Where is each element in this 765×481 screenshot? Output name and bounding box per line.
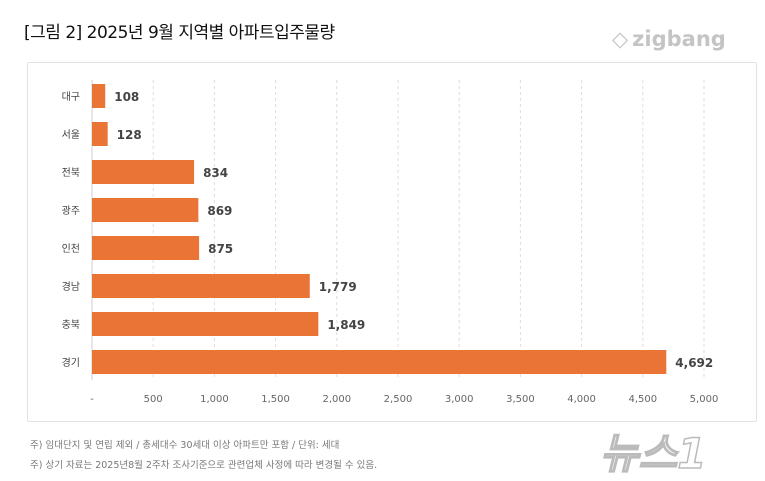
zigbang-logo: ◇ zigbang [612, 27, 726, 51]
category-label: 경기 [62, 356, 80, 369]
category-label: 서울 [62, 129, 80, 141]
category-label: 충북 [62, 319, 80, 331]
chart-frame [27, 62, 757, 422]
data-label: 4,692 [675, 356, 713, 370]
data-label: 108 [114, 90, 139, 104]
x-tick-label: - [90, 394, 94, 405]
x-tick-label: 4,500 [628, 394, 657, 405]
chart-title: [그림 2] 2025년 9월 지역별 아파트입주물량 [24, 23, 335, 43]
logo-icon: ◇ [612, 27, 629, 51]
bar-서울 [92, 122, 108, 146]
bar-광주 [92, 198, 199, 222]
data-label: 875 [208, 242, 233, 256]
category-label: 경남 [62, 280, 80, 293]
bar-인천 [92, 236, 200, 260]
footnote-1: 주) 임대단지 및 연립 제외 / 총세대수 30세대 이상 아파트만 포함 /… [30, 440, 340, 451]
data-label: 1,779 [319, 280, 357, 294]
news1-watermark: 뉴스1 [599, 428, 707, 479]
bar-충북 [92, 312, 319, 336]
bar-경남 [92, 274, 310, 298]
data-label: 128 [117, 128, 142, 142]
category-label: 전북 [62, 167, 80, 179]
category-label: 대구 [62, 91, 80, 103]
data-label: 1,849 [327, 318, 365, 332]
logo-text: zigbang [632, 27, 726, 51]
category-label: 광주 [62, 205, 80, 217]
data-label: 869 [207, 204, 232, 218]
x-tick-label: 3,500 [506, 394, 535, 405]
x-tick-label: 4,000 [567, 394, 596, 405]
footnote-2: 주) 상기 자료는 2025년8월 2주차 조사기준으로 관련업체 사정에 따라… [30, 460, 378, 471]
x-tick-label: 5,000 [690, 394, 719, 405]
category-label: 인천 [62, 243, 80, 255]
data-label: 834 [203, 166, 228, 180]
x-tick-label: 3,000 [445, 394, 474, 405]
x-tick-label: 500 [144, 394, 163, 405]
x-tick-label: 2,500 [384, 394, 413, 405]
x-tick-label: 1,500 [261, 394, 290, 405]
x-tick-label: 2,000 [322, 394, 351, 405]
bar-대구 [92, 84, 106, 108]
x-tick-label: 1,000 [200, 394, 229, 405]
bar-전북 [92, 160, 195, 184]
bar-경기 [92, 350, 667, 374]
